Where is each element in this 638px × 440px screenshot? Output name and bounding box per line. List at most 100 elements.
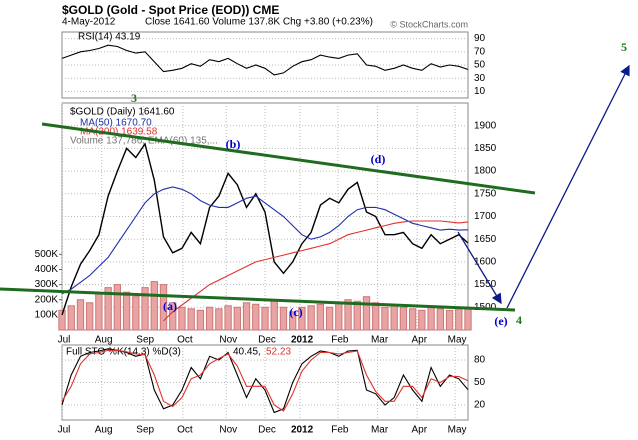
volume-bar [224,305,232,331]
x-tick-label: Oct [177,425,193,436]
volume-bar [86,302,94,331]
volume-bar [390,305,398,331]
y-tick-label: 1700 [474,211,497,222]
volume-bar [113,284,122,331]
volume-bar [381,306,389,331]
volume-bar [408,308,417,331]
y-tick-label: 1550 [474,279,497,290]
volume-bar [196,309,205,331]
volume-bar [445,309,454,331]
x-tick-label: Mar [371,425,389,436]
chart-title: $GOLD (Gold - Spot Price (EOD)) CME [62,3,279,17]
y-tick-label: 20 [474,400,486,411]
x-tick-label: Oct [177,335,193,346]
series-line [61,186,469,295]
legend-entry: $GOLD (Daily) 1641.60 [70,107,175,118]
volume-bar [58,309,66,331]
volume-bar [169,302,177,331]
y2-tick-label: 100K [35,310,59,321]
volume-bar [436,308,444,331]
volume-bar [95,293,103,331]
x-tick-label: 2012 [291,425,314,436]
volume-bar [122,291,131,331]
y-tick-label: 1800 [474,166,497,177]
y2-tick-label: 400K [35,264,59,275]
y-tick-label: 1850 [474,143,497,154]
y2-tick-label: 500K [35,249,59,260]
volume-bar [252,303,260,331]
summary: Close 1641.60 Volume 137.8K Chg +3.80 (+… [145,17,373,28]
x-tick-label: 2012 [291,335,314,346]
panel-frame [61,31,469,99]
annotation: (a) [163,299,177,313]
annotation: 5 [621,40,627,54]
volume-bar [132,296,140,331]
y-tick-label: 90 [474,33,486,44]
volume-bar [141,287,149,331]
y-tick-label: 80 [474,355,486,366]
volume-bar [372,302,380,331]
volume-bar [187,308,195,331]
volume-bar [455,308,463,331]
volume-bar [215,308,223,331]
annotation: (e) [494,314,507,328]
y-tick-label: 70 [474,46,486,57]
x-tick-label: Aug [95,335,113,346]
y2-tick-label: 200K [35,294,59,305]
legend-entry: MA(200) 1639.58 [80,127,158,138]
volume-bar [104,287,112,331]
annotation: (d) [371,152,386,166]
x-tick-label: Mar [371,335,389,346]
y-tick-label: 30 [474,73,486,84]
lower-trendline [0,287,516,312]
volume-bar [261,306,269,331]
x-tick-label: Apr [411,425,427,436]
x-tick-label: Jul [58,335,71,346]
volume-bar [205,306,214,331]
x-tick-label: Feb [331,335,349,346]
series-line [61,349,469,412]
arrow [506,64,630,309]
y-tick-label: 50 [474,60,486,71]
volume-bar [307,305,315,331]
volume-bar [362,296,371,331]
overlay: 3 5 4 (a) (b) (c) (d) (e) [0,40,630,328]
y-tick-label: 50 [474,377,486,388]
annotation: 3 [131,91,137,105]
volume-bar [298,306,306,331]
date: 4-May-2012 [62,17,116,28]
volume-bar [279,306,288,331]
volume-bar [353,300,361,331]
volume-bar [242,302,251,331]
annotation: 4 [516,313,522,327]
volume-bar [289,311,297,331]
volume-bar [178,306,186,331]
series-line [61,142,469,316]
x-tick-label: Apr [411,335,427,346]
x-tick-label: May [448,335,467,346]
annotation: (c) [289,305,302,319]
legend-entry: RSI(14) 43.19 [78,32,141,43]
volume-bar [67,305,75,331]
volume-bar [76,299,85,331]
x-tick-label: Sep [136,425,154,436]
legend-entry: MA(50) 1670.70 [80,118,152,129]
x-tick-label: May [448,425,467,436]
annotation: (b) [226,137,241,151]
upper-trendline [41,122,536,195]
x-tick-label: Nov [219,335,237,346]
volume-bar [233,306,241,331]
series-line [163,220,469,322]
x-tick-label: Jul [58,425,71,436]
volume-bar [270,299,278,331]
volume-bar [150,281,158,331]
legend-entry: 52.23 [266,347,291,358]
y-tick-label: 10 [474,86,486,97]
y-tick-label: 1650 [474,234,497,245]
y-tick-label: 1600 [474,257,497,268]
volume-bar [325,306,334,331]
x-tick-label: Dec [258,425,276,436]
